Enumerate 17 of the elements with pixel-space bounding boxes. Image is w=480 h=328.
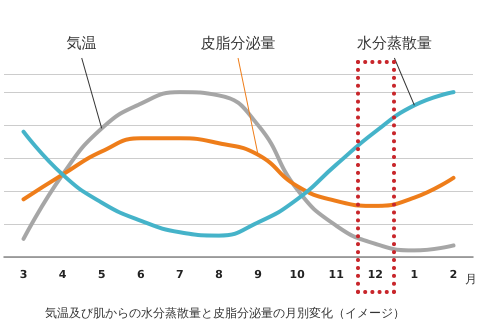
x-tick-label: 9 [254,268,262,281]
text: 気温及び肌からの水分蒸散量と皮脂分泌量の月別変化（イメージ） [45,306,405,320]
x-tick-label: 7 [176,268,184,281]
x-tick-label: 4 [58,268,67,281]
text: 水分蒸散量 [356,34,432,52]
x-tick-label: 1 [410,268,418,281]
x-tick-label: 3 [20,268,28,281]
x-tick-label: 12 [368,268,383,281]
text: 皮脂分泌量 [200,34,276,52]
x-tick-label: 5 [98,268,106,281]
x-tick-label: 2 [450,268,458,281]
x-tick-label: 11 [328,268,344,281]
x-axis-title: 月 [465,272,477,286]
x-tick-label: 6 [136,268,145,281]
x-tick-label: 8 [215,268,223,281]
text: 気温 [66,34,97,52]
x-tick-label: 10 [289,268,306,281]
